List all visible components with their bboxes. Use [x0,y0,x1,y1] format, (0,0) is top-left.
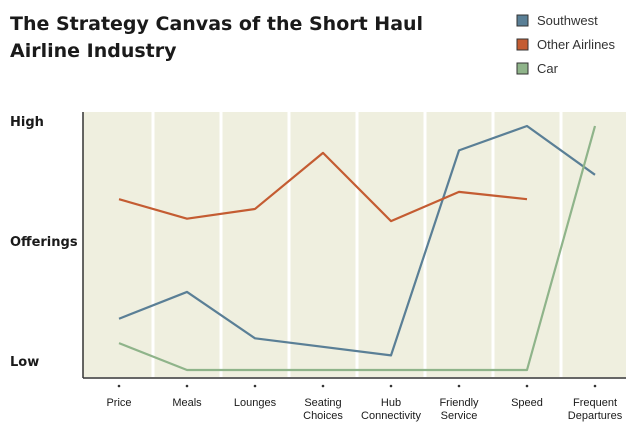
chart-title-line-2: Airline Industry [10,40,177,62]
series-lines [118,124,597,372]
x-tick-mark [185,384,189,388]
gridlines [151,112,563,378]
x-tick-label: Connectivity [361,410,421,422]
x-tick-label: Departures [568,410,623,422]
x-tick-label: Choices [303,410,343,422]
x-tick-mark [457,384,461,388]
x-tick-label: Friendly [439,397,479,409]
x-tick-mark [117,384,121,388]
x-tick-label: Lounges [234,397,277,409]
y-label-low: Low [10,355,39,370]
plot-area [83,112,626,377]
y-label-high: High [10,115,44,130]
series-line-southwest [118,124,596,357]
series-line-car [118,125,597,372]
legend-label-other-airlines: Other Airlines [537,37,616,52]
legend-label-car: Car [537,61,559,76]
x-tick-label: Hub [381,397,401,409]
x-tick-label: Seating [304,397,341,409]
x-tick-mark [321,384,325,388]
legend-swatch-other-airlines [516,38,529,51]
x-tick-mark [525,384,529,388]
legend-swatch-car [516,62,529,75]
legend: Southwest Other Airlines Car [516,13,616,76]
legend-swatch-southwest [516,14,529,27]
x-tick-mark [593,384,597,388]
series-line-other-airlines [118,151,528,223]
legend-label-southwest: Southwest [537,13,598,28]
x-tick-label: Frequent [573,397,617,409]
x-tick-mark [389,384,393,388]
x-tick-label: Speed [511,397,543,409]
x-tick-label: Service [441,410,478,422]
x-tick-mark [253,384,257,388]
chart-title-line-1: The Strategy Canvas of the Short Haul [10,13,423,35]
y-label-offerings: Offerings [10,235,78,250]
x-tick-label: Price [106,397,131,409]
x-tick-label: Meals [172,397,202,409]
